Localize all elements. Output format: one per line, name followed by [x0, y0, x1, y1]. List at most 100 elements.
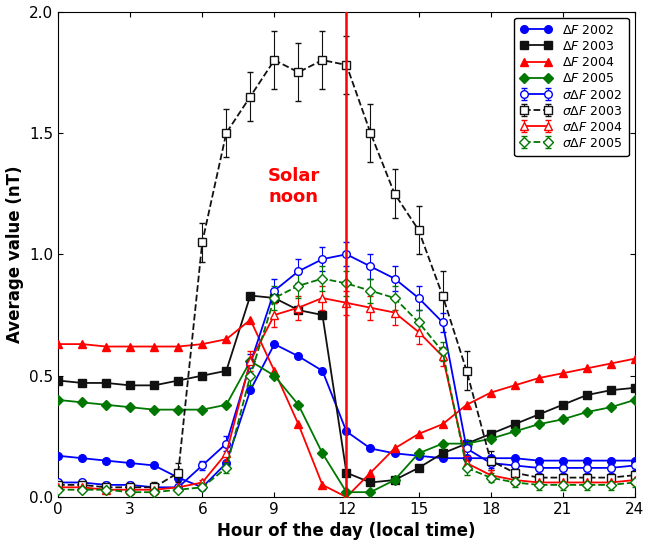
$\Delta F$ 2004	[270, 367, 278, 374]
$\Delta F$ 2002	[294, 353, 302, 359]
$\Delta F$ 2003	[198, 372, 206, 379]
$\Delta F$ 2004	[367, 470, 374, 476]
$\Delta F$ 2003	[246, 292, 254, 299]
$\Delta F$ 2005	[126, 404, 134, 411]
$\Delta F$ 2004	[583, 365, 591, 372]
$\Delta F$ 2003	[174, 377, 182, 384]
Line: $\Delta F$ 2002: $\Delta F$ 2002	[55, 340, 639, 491]
$\Delta F$ 2005	[78, 399, 86, 406]
$\Delta F$ 2003	[559, 401, 567, 408]
$\Delta F$ 2004	[343, 494, 350, 500]
$\Delta F$ 2003	[54, 377, 62, 384]
$\Delta F$ 2003	[415, 465, 422, 471]
$\Delta F$ 2005	[367, 489, 374, 495]
$\Delta F$ 2005	[174, 406, 182, 413]
$\Delta F$ 2002	[246, 387, 254, 394]
$\Delta F$ 2004	[415, 431, 422, 437]
$\Delta F$ 2002	[463, 455, 471, 461]
$\Delta F$ 2002	[631, 458, 639, 464]
$\Delta F$ 2004	[102, 343, 110, 350]
$\Delta F$ 2004	[391, 445, 398, 452]
$\Delta F$ 2003	[535, 411, 543, 418]
$\Delta F$ 2005	[487, 436, 495, 442]
$\Delta F$ 2004	[150, 343, 158, 350]
$\Delta F$ 2004	[535, 375, 543, 381]
$\Delta F$ 2005	[391, 477, 398, 483]
$\Delta F$ 2004	[463, 401, 471, 408]
$\Delta F$ 2003	[102, 379, 110, 386]
$\Delta F$ 2002	[583, 458, 591, 464]
Y-axis label: Average value (nT): Average value (nT)	[6, 165, 23, 343]
X-axis label: Hour of the day (local time): Hour of the day (local time)	[217, 523, 476, 541]
$\Delta F$ 2005	[583, 409, 591, 416]
$\Delta F$ 2004	[318, 482, 326, 488]
$\Delta F$ 2005	[54, 396, 62, 403]
$\Delta F$ 2005	[102, 401, 110, 408]
$\Delta F$ 2002	[318, 367, 326, 374]
$\Delta F$ 2003	[126, 382, 134, 389]
$\Delta F$ 2004	[294, 421, 302, 428]
$\Delta F$ 2005	[343, 489, 350, 495]
$\Delta F$ 2005	[511, 428, 519, 435]
$\Delta F$ 2003	[391, 477, 398, 483]
$\Delta F$ 2004	[222, 336, 230, 342]
$\Delta F$ 2003	[463, 441, 471, 447]
$\Delta F$ 2003	[511, 421, 519, 428]
Line: $\Delta F$ 2004: $\Delta F$ 2004	[55, 316, 639, 501]
Legend: $\Delta F$ 2002, $\Delta F$ 2003, $\Delta F$ 2004, $\Delta F$ 2005, $\sigma\Delt: $\Delta F$ 2002, $\Delta F$ 2003, $\Delt…	[514, 18, 629, 156]
$\Delta F$ 2004	[198, 341, 206, 347]
$\Delta F$ 2003	[607, 387, 615, 394]
Line: $\Delta F$ 2005: $\Delta F$ 2005	[55, 357, 639, 496]
$\Delta F$ 2003	[78, 379, 86, 386]
$\Delta F$ 2004	[511, 382, 519, 389]
$\Delta F$ 2002	[487, 455, 495, 461]
$\Delta F$ 2005	[246, 358, 254, 364]
$\Delta F$ 2005	[294, 401, 302, 408]
$\Delta F$ 2003	[487, 431, 495, 437]
Text: Solar
noon: Solar noon	[267, 167, 320, 206]
$\Delta F$ 2002	[54, 453, 62, 459]
$\Delta F$ 2003	[583, 392, 591, 399]
$\Delta F$ 2002	[511, 455, 519, 461]
$\Delta F$ 2004	[607, 360, 615, 367]
$\Delta F$ 2002	[367, 445, 374, 452]
$\Delta F$ 2004	[439, 421, 447, 428]
$\Delta F$ 2004	[246, 317, 254, 323]
$\Delta F$ 2004	[174, 343, 182, 350]
$\Delta F$ 2002	[78, 455, 86, 461]
$\Delta F$ 2004	[631, 355, 639, 362]
$\Delta F$ 2002	[439, 455, 447, 461]
$\Delta F$ 2005	[222, 401, 230, 408]
$\Delta F$ 2005	[463, 441, 471, 447]
$\Delta F$ 2002	[102, 458, 110, 464]
$\Delta F$ 2004	[126, 343, 134, 350]
$\Delta F$ 2002	[126, 460, 134, 466]
$\Delta F$ 2002	[343, 428, 350, 435]
$\Delta F$ 2005	[318, 450, 326, 456]
$\Delta F$ 2002	[150, 462, 158, 469]
$\Delta F$ 2003	[294, 307, 302, 313]
$\Delta F$ 2003	[343, 470, 350, 476]
$\Delta F$ 2005	[198, 406, 206, 413]
Line: $\Delta F$ 2003: $\Delta F$ 2003	[55, 292, 639, 486]
$\Delta F$ 2002	[415, 453, 422, 459]
$\Delta F$ 2005	[631, 396, 639, 403]
$\Delta F$ 2002	[391, 450, 398, 456]
$\Delta F$ 2005	[150, 406, 158, 413]
$\Delta F$ 2002	[535, 458, 543, 464]
$\Delta F$ 2003	[631, 384, 639, 391]
$\Delta F$ 2004	[559, 370, 567, 377]
$\Delta F$ 2002	[222, 460, 230, 466]
$\Delta F$ 2002	[174, 474, 182, 481]
$\Delta F$ 2005	[439, 441, 447, 447]
$\Delta F$ 2002	[607, 458, 615, 464]
$\Delta F$ 2005	[415, 450, 422, 456]
$\Delta F$ 2003	[150, 382, 158, 389]
$\Delta F$ 2002	[270, 341, 278, 347]
$\Delta F$ 2005	[559, 416, 567, 423]
$\Delta F$ 2004	[487, 389, 495, 396]
$\Delta F$ 2005	[535, 421, 543, 428]
$\Delta F$ 2003	[222, 367, 230, 374]
$\Delta F$ 2003	[270, 295, 278, 301]
$\Delta F$ 2004	[78, 341, 86, 347]
